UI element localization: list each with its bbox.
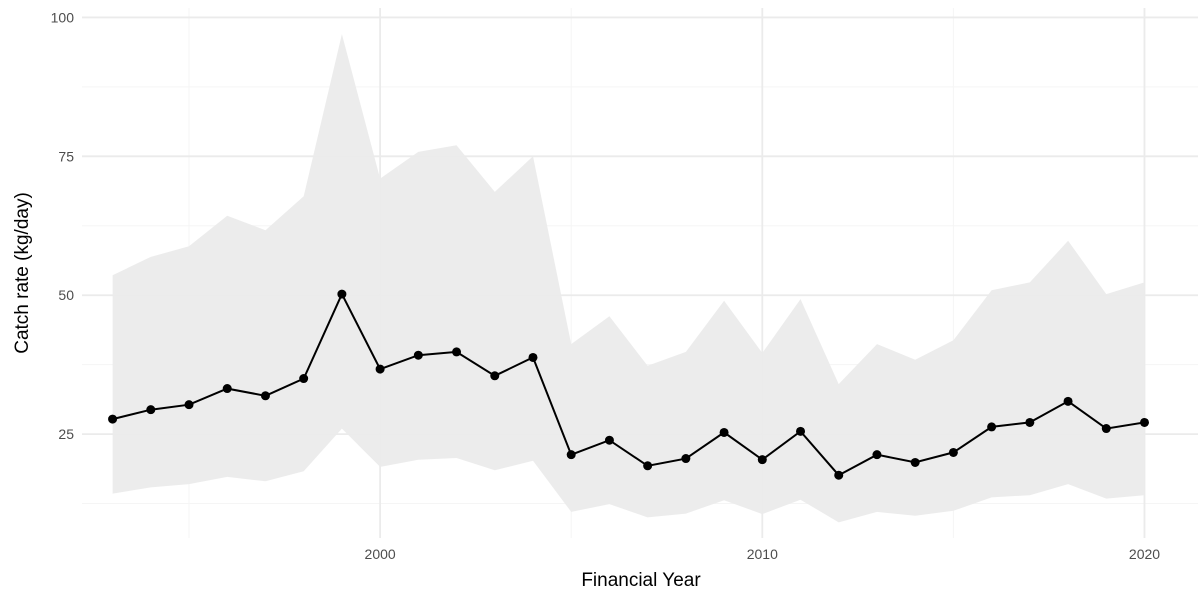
data-point xyxy=(528,352,538,362)
x-axis-title: Financial Year xyxy=(581,570,701,591)
y-axis-title: Catch rate (kg/day) xyxy=(12,192,33,354)
data-point xyxy=(1025,417,1035,427)
data-point xyxy=(566,450,576,460)
data-point xyxy=(987,422,997,432)
data-points-layer xyxy=(108,289,1149,480)
data-point xyxy=(719,427,729,437)
data-point xyxy=(146,405,156,415)
data-point xyxy=(337,289,347,299)
data-point xyxy=(184,400,194,410)
y-tick-label: 100 xyxy=(51,9,75,25)
data-point xyxy=(413,350,423,360)
data-point xyxy=(948,447,958,457)
data-point xyxy=(604,435,614,445)
x-tick-label: 2010 xyxy=(747,546,778,562)
data-point xyxy=(299,374,309,384)
y-tick-label: 50 xyxy=(58,287,74,303)
y-tick-label: 75 xyxy=(58,148,74,164)
data-point xyxy=(872,450,882,460)
data-point xyxy=(757,455,767,465)
data-point xyxy=(1139,417,1149,427)
y-tick-label: 25 xyxy=(58,426,74,442)
data-point xyxy=(834,470,844,480)
y-axis-tick-labels: 25 50 75 100 xyxy=(51,9,75,442)
data-point xyxy=(910,457,920,467)
data-point xyxy=(1101,424,1111,434)
series-line xyxy=(112,291,1145,477)
series-line-layer xyxy=(112,291,1145,477)
x-axis-tick-labels: 2000 2010 2020 xyxy=(365,546,1161,562)
data-point xyxy=(222,384,232,394)
x-tick-label: 2020 xyxy=(1129,546,1160,562)
x-tick-label: 2000 xyxy=(365,546,396,562)
data-point xyxy=(1063,396,1073,406)
confidence-ribbon xyxy=(112,34,1145,523)
data-point xyxy=(643,461,653,471)
data-point xyxy=(796,426,806,436)
data-point xyxy=(375,364,385,374)
confidence-ribbon-layer xyxy=(112,34,1145,523)
data-point xyxy=(452,347,462,357)
data-point xyxy=(490,371,500,381)
data-point xyxy=(681,454,691,464)
data-point xyxy=(108,414,118,424)
data-point xyxy=(260,391,270,401)
